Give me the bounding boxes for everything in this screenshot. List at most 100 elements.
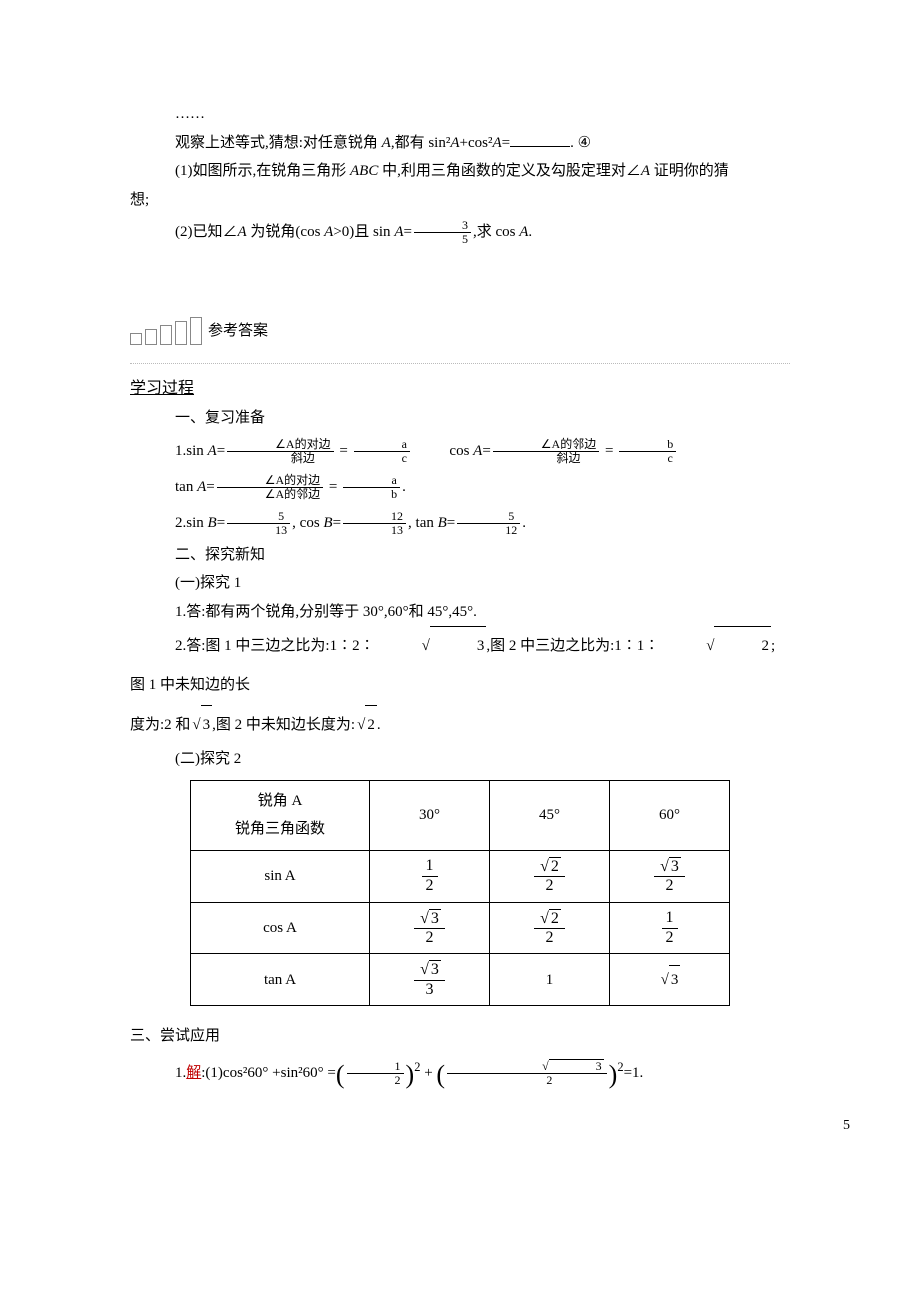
problem-1-line2: 想; [130, 186, 790, 215]
sym-a: A [450, 135, 459, 151]
text: 1. [175, 1065, 186, 1081]
table-header: 30° [370, 780, 490, 850]
text: ,求 cos [473, 224, 519, 240]
fraction: ac [354, 438, 410, 465]
answers-heading: 参考答案 [130, 317, 790, 346]
sym-a: A [382, 135, 391, 151]
fraction: ∠A的邻边斜边 [493, 438, 599, 465]
text: . ④ [570, 135, 591, 151]
sqrt-2: 2 [659, 626, 771, 666]
fraction-3-5: 35 [414, 219, 471, 246]
sqrt-2: 2 [355, 705, 377, 745]
fraction: 513 [227, 510, 290, 537]
problem-1-line1: (1)如图所示,在锐角三角形 ABC 中,利用三角函数的定义及勾股定理对∠A 证… [130, 157, 790, 186]
cell: 12 [610, 902, 730, 954]
table-row: tan A 33 1 3 [191, 954, 730, 1006]
sym-a: A [519, 224, 528, 240]
bar [145, 329, 157, 345]
text: tan [416, 515, 438, 531]
guess-line: 观察上述等式,猜想:对任意锐角 A,都有 sin²A+cos²A=. ④ [130, 129, 790, 158]
answer-2-line1: 2.答:图 1 中三边之比为:1∶2∶3,图 2 中三边之比为:1∶1∶2;图 … [130, 626, 790, 705]
text: 锐角三角函数 [195, 815, 365, 844]
answer-1: 1.答:都有两个锐角,分别等于 30°,60°和 45°,45°. [130, 598, 790, 627]
table-header: 45° [490, 780, 610, 850]
lparen: ( [436, 1060, 445, 1089]
text: =1. [624, 1065, 644, 1081]
fraction: 32 [447, 1059, 607, 1087]
application-1: 1.解:(1)cos²60° +sin²60° =(12)2 + (32)2=1… [130, 1051, 790, 1093]
cell: 3 [610, 954, 730, 1006]
sym-a: A [473, 443, 482, 459]
bar [190, 317, 202, 345]
period: . [402, 479, 406, 495]
section-2-title: 二、探究新知 [130, 541, 790, 570]
text: ,都有 sin² [391, 135, 451, 151]
period: . [377, 717, 381, 733]
cell: 1 [490, 954, 610, 1006]
cell: 32 [610, 850, 730, 902]
cell: 12 [370, 850, 490, 902]
text: (2)已知∠ [175, 224, 238, 240]
text: 证明你的猜 [650, 163, 729, 179]
text: 为锐角(cos [247, 224, 325, 240]
eq: = [333, 515, 341, 531]
text: ,图 2 中未知边长度为: [212, 717, 355, 733]
eq: = [206, 479, 214, 495]
sqrt-3: 3 [190, 705, 212, 745]
sym-b: B [208, 515, 217, 531]
table-row: 锐角 A 锐角三角函数 30° 45° 60° [191, 780, 730, 850]
row-label: cos A [191, 902, 370, 954]
blank[interactable] [510, 146, 570, 147]
table-header: 锐角 A 锐角三角函数 [191, 780, 370, 850]
cell: 22 [490, 850, 610, 902]
text: >0)且 sin [333, 224, 394, 240]
text: ,图 2 中三边之比为:1∶1∶ [486, 638, 659, 654]
text: 中,利用三角函数的定义及勾股定理对∠ [378, 163, 641, 179]
text: . [528, 224, 532, 240]
text: tan [175, 479, 197, 495]
gap [416, 443, 446, 459]
sqrt-3: 3 [375, 626, 487, 666]
trig-table: 锐角 A 锐角三角函数 30° 45° 60° sin A 12 22 32 c… [190, 780, 730, 1006]
sym-a: A [238, 224, 247, 240]
section-1-title: 一、复习准备 [130, 404, 790, 433]
rparen: ) [406, 1060, 415, 1089]
text: 2.sin [175, 515, 208, 531]
fraction: bc [619, 438, 676, 465]
text: = [502, 135, 510, 151]
solution-label: 解 [186, 1065, 201, 1081]
text: (1)如图所示,在锐角三角形 [175, 163, 350, 179]
answers-title-text: 参考答案 [208, 317, 268, 346]
formula-tan: tan A=∠A的对边∠A的邻边 = ab. [130, 469, 790, 505]
text: 度为:2 和 [130, 717, 190, 733]
fraction: ∠A的对边∠A的邻边 [217, 474, 323, 501]
sym-b: B [323, 515, 332, 531]
cell: 22 [490, 902, 610, 954]
text: 观察上述等式,猜想:对任意锐角 [175, 135, 382, 151]
text: +cos² [460, 135, 493, 151]
page-number: 5 [843, 1113, 850, 1140]
eq: = [605, 443, 617, 459]
row-label: sin A [191, 850, 370, 902]
sym-b: B [438, 515, 447, 531]
cell: 33 [370, 954, 490, 1006]
fraction: 12 [347, 1060, 404, 1087]
row-label: tan A [191, 954, 370, 1006]
page-container: …… 观察上述等式,猜想:对任意锐角 A,都有 sin²A+cos²A=. ④ … [0, 0, 920, 1133]
answer-2-line2: 度为:2 和3,图 2 中未知边长度为:2. [130, 705, 790, 745]
eq: = [329, 479, 341, 495]
formula-2: 2.sin B=513, cos B=1213, tan B=512. [130, 505, 790, 541]
plus: + [420, 1065, 436, 1081]
subsection-2-title: (二)探究 2 [130, 745, 790, 774]
text: 锐角 A [195, 787, 365, 816]
sym-a: A [197, 479, 206, 495]
fraction: ∠A的对边斜边 [227, 438, 333, 465]
sym-a: A [641, 163, 650, 179]
lparen: ( [336, 1060, 345, 1089]
comma: , [292, 515, 296, 531]
table-row: cos A 32 22 12 [191, 902, 730, 954]
bar [160, 325, 172, 345]
fraction: 1213 [343, 510, 406, 537]
comma: , [408, 515, 412, 531]
eq: = [217, 443, 225, 459]
